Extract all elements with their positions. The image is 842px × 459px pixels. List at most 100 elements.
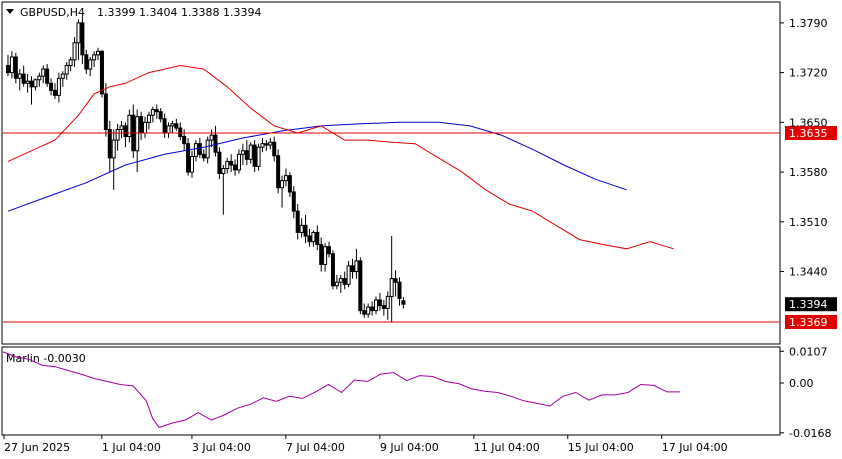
candle: [311, 230, 316, 247]
candle-body: [158, 111, 163, 120]
candle: [393, 270, 398, 297]
candle-body: [401, 300, 406, 305]
candle: [334, 275, 339, 290]
price-tick-label: 1.3790: [789, 17, 828, 30]
candle: [280, 175, 285, 208]
oscillator-axis: 0.0107 0.00 -0.0168: [780, 345, 831, 440]
candle-body: [256, 146, 261, 167]
candle: [13, 52, 18, 84]
candle: [256, 143, 261, 171]
candle: [146, 111, 151, 130]
candle-body: [21, 73, 26, 84]
candle: [346, 260, 351, 288]
candle: [385, 291, 390, 320]
candle-body: [115, 128, 120, 141]
candle: [248, 142, 253, 164]
time-axis: 27 Jun 2025 1 Jul 04:00 3 Jul 04:00 7 Jul 0…: [3, 435, 728, 454]
candle-body: [299, 224, 304, 233]
candle: [342, 271, 347, 290]
candle: [64, 61, 69, 80]
candle-body: [366, 306, 371, 315]
candle-body: [72, 42, 77, 61]
candle-body: [170, 123, 175, 127]
candle: [29, 76, 34, 105]
candle: [186, 137, 191, 176]
time-tick-label: 7 Jul 04:00: [286, 441, 345, 454]
candle-body: [362, 310, 367, 315]
candle-body: [68, 59, 73, 67]
candle-body: [205, 139, 210, 159]
candle: [49, 78, 54, 96]
candle: [135, 109, 140, 173]
candle-body: [13, 56, 18, 79]
candle-body: [25, 80, 30, 84]
candle-body: [303, 224, 308, 237]
candle: [225, 157, 230, 174]
time-tick-label: 27 Jun 2025: [4, 441, 70, 454]
candle: [244, 140, 249, 165]
candle-body: [323, 246, 328, 265]
candle: [21, 65, 26, 87]
candle-body: [397, 281, 402, 300]
candle-body: [88, 59, 93, 70]
candle: [131, 104, 136, 158]
candle-body: [276, 155, 281, 189]
time-tick-label: 11 Jul 04:00: [474, 441, 540, 454]
candle: [327, 241, 332, 258]
candle: [260, 137, 265, 153]
candle: [178, 122, 183, 141]
candle: [193, 140, 198, 162]
candle-body: [6, 65, 10, 74]
levels-group: 1.3635 1.3369: [3, 126, 837, 329]
candle-body: [92, 54, 97, 61]
candle-body: [358, 260, 363, 312]
candle: [166, 122, 171, 138]
candle-body: [154, 109, 159, 113]
candles-group: [6, 15, 406, 323]
candle-body: [330, 253, 335, 287]
candle-body: [127, 114, 132, 138]
candle-body: [174, 123, 179, 129]
candle-body: [99, 50, 104, 95]
level-price-label: 1.3369: [789, 316, 828, 329]
candle: [123, 122, 128, 148]
candle-body: [264, 143, 269, 146]
candle-body: [178, 127, 183, 138]
candle-body: [370, 306, 375, 312]
time-tick-label: 15 Jul 04:00: [568, 441, 634, 454]
candle: [240, 143, 245, 165]
candle-body: [41, 68, 46, 77]
candle-body: [225, 160, 230, 170]
level-price-label: 1.3635: [789, 127, 828, 140]
candle: [119, 120, 124, 138]
candle: [264, 140, 269, 151]
price-axis: 1.3790 1.3720 1.3650 1.3580 1.3510 1.3440 1.33…: [780, 17, 837, 312]
chart-symbol-timeframe: GBPUSD,H4: [20, 6, 85, 19]
candle-body: [381, 305, 386, 309]
candle-body: [193, 143, 198, 157]
candle: [103, 83, 108, 137]
candle: [99, 49, 104, 98]
candle-body: [252, 144, 257, 167]
candle-body: [377, 299, 382, 307]
price-tick-label: 1.3510: [789, 216, 828, 229]
candle-body: [268, 141, 273, 146]
candle-body: [342, 278, 347, 285]
candle-body: [307, 235, 312, 243]
candle: [291, 186, 296, 219]
candle: [252, 140, 257, 173]
candle-body: [76, 22, 81, 44]
current-price-tag: [785, 297, 837, 312]
candle: [72, 37, 77, 67]
candle-body: [272, 141, 277, 157]
candle: [213, 125, 218, 157]
candle-body: [385, 295, 390, 309]
candle-body: [209, 134, 214, 141]
candle: [307, 228, 312, 247]
price-tick-label: 1.3440: [789, 266, 828, 279]
candle-body: [162, 118, 167, 134]
candle-body: [80, 22, 85, 56]
chart-menu-triangle-icon[interactable]: [6, 9, 14, 14]
candle: [295, 204, 300, 240]
candle: [205, 136, 210, 164]
